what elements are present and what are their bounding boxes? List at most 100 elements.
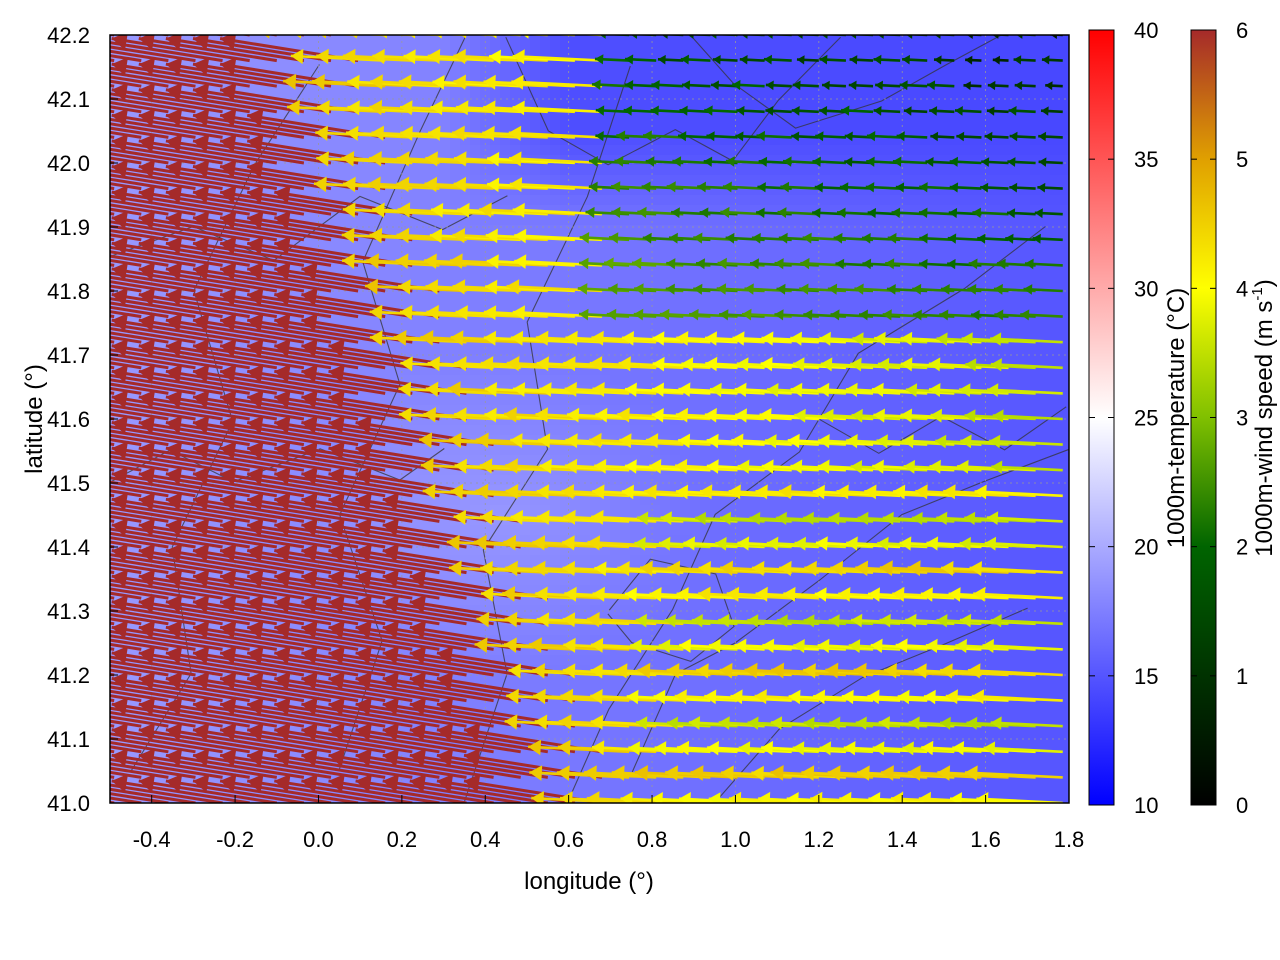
temperature-cell: [660, 325, 671, 336]
temperature-cell: [380, 305, 391, 316]
temperature-cell: [320, 295, 331, 306]
temperature-cell: [560, 85, 571, 96]
temperature-cell: [840, 125, 851, 136]
temperature-cell: [340, 545, 351, 556]
temperature-cell: [820, 135, 831, 146]
temperature-cell: [590, 255, 601, 266]
temperature-cell: [1040, 265, 1051, 276]
temperature-cell: [880, 215, 891, 226]
temperature-cell: [970, 295, 981, 306]
temperature-cell: [520, 115, 531, 126]
temperature-cell: [900, 165, 911, 176]
temperature-cell: [1050, 545, 1061, 556]
temperature-cell: [820, 185, 831, 196]
temperature-cell: [480, 215, 491, 226]
temperature-cell: [990, 355, 1001, 366]
temperature-cell: [340, 215, 351, 226]
temperature-cell: [520, 195, 531, 206]
temperature-cell: [360, 195, 371, 206]
temperature-cell: [970, 85, 981, 96]
temperature-cell: [840, 315, 851, 326]
temperature-cell: [540, 45, 551, 56]
temperature-cell: [510, 505, 521, 516]
temperature-cell: [750, 185, 761, 196]
temperature-cell: [630, 295, 641, 306]
temperature-cell: [850, 85, 861, 96]
temperature-cell: [600, 155, 611, 166]
temperature-cell: [810, 115, 821, 126]
temperature-cell: [820, 175, 831, 186]
temperature-cell: [840, 405, 851, 416]
temperature-cell: [820, 155, 831, 166]
temperature-cell: [470, 425, 481, 436]
temperature-cell: [480, 185, 491, 196]
temperature-cell: [530, 125, 541, 136]
temperature-cell: [1040, 315, 1051, 326]
temperature-cell: [740, 165, 751, 176]
temperature-cell: [960, 135, 971, 146]
temperature-cell: [400, 245, 411, 256]
temperature-cell: [210, 355, 221, 366]
temperature-cell: [680, 535, 691, 546]
temperature-cell: [400, 295, 411, 306]
temperature-cell: [580, 525, 591, 536]
temperature-cell: [430, 115, 441, 126]
temperature-cell: [600, 245, 611, 256]
temperature-cell: [490, 115, 501, 126]
temperature-cell: [420, 475, 431, 486]
temperature-cell: [980, 245, 991, 256]
temperature-cell: [740, 205, 751, 216]
temperature-cell: [790, 145, 801, 156]
temperature-cell: [900, 235, 911, 246]
temperature-cell: [380, 225, 391, 236]
temperature-cell: [810, 345, 821, 356]
temperature-cell: [940, 35, 951, 46]
temperature-cell: [790, 85, 801, 96]
temperature-cell: [500, 315, 511, 326]
temperature-cell: [910, 365, 921, 376]
temperature-cell: [440, 475, 451, 486]
temperature-cell: [560, 65, 571, 76]
temperature-cell: [760, 445, 771, 456]
temperature-cell: [680, 305, 691, 316]
temperature-cell: [970, 215, 981, 226]
temperature-cell: [510, 175, 521, 186]
temperature-cell: [380, 145, 391, 156]
temperature-cell: [650, 175, 661, 186]
temperature-cell: [900, 455, 911, 466]
temperature-cell: [540, 65, 551, 76]
temperature-cell: [860, 345, 871, 356]
temperature-cell: [470, 235, 481, 246]
temperature-cell: [240, 265, 251, 276]
temperature-cell: [1000, 505, 1011, 516]
temperature-cell: [500, 445, 511, 456]
temperature-cell: [710, 545, 721, 556]
temperature-cell: [1050, 295, 1061, 306]
temperature-cell: [620, 345, 631, 356]
temperature-cell: [160, 535, 171, 546]
temperature-cell: [570, 145, 581, 156]
temperature-cell: [580, 315, 591, 326]
temperature-cell: [180, 405, 191, 416]
temperature-cell: [250, 75, 261, 86]
temperature-cell: [670, 195, 681, 206]
temperature-cell: [270, 245, 281, 256]
temperature-cell: [400, 525, 411, 536]
temperature-cell: [1060, 275, 1069, 286]
temperature-cell: [840, 345, 851, 356]
temperature-cell: [450, 195, 461, 206]
temperature-cell: [150, 135, 161, 146]
temperature-cell: [570, 445, 581, 456]
temperature-cell: [510, 165, 521, 176]
temperature-cell: [790, 365, 801, 376]
temperature-cell: [340, 115, 351, 126]
temperature-cell: [360, 45, 371, 56]
temperature-cell: [800, 185, 811, 196]
temperature-cell: [810, 495, 821, 506]
temperature-cell: [830, 485, 841, 496]
temperature-cell: [410, 455, 421, 466]
temperature-cell: [990, 495, 1001, 506]
temperature-cell: [1040, 175, 1051, 186]
temperature-cell: [490, 95, 501, 106]
temperature-cell: [830, 155, 841, 166]
